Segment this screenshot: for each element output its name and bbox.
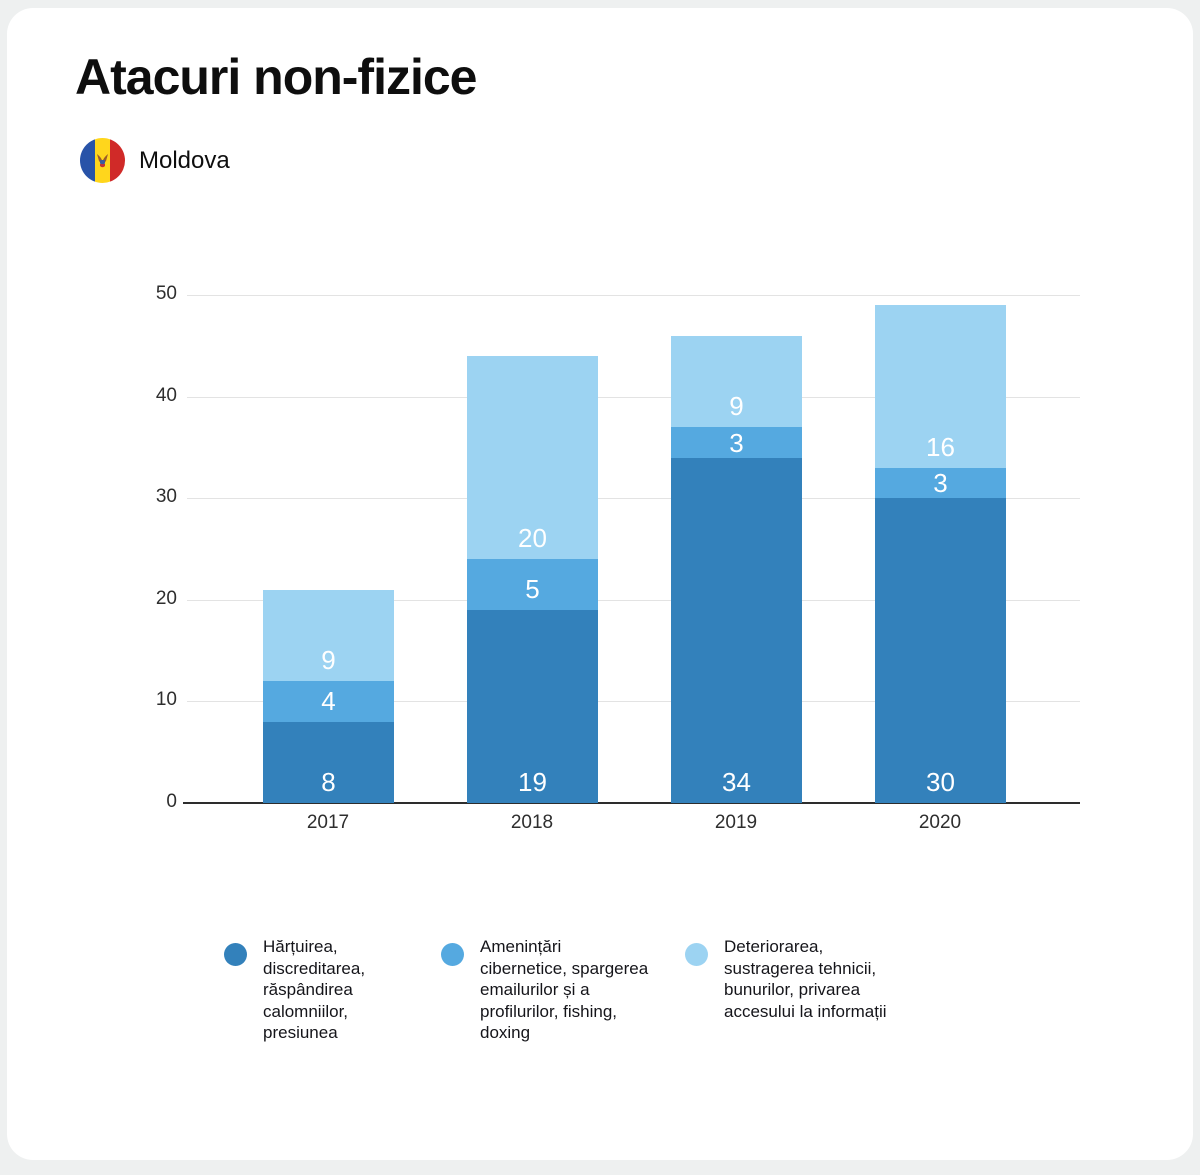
bar-segment: 3 <box>671 427 802 458</box>
bar-value-label: 34 <box>722 766 751 797</box>
legend-item: Deteriorarea, sustragerea tehnicii, bunu… <box>685 936 892 1022</box>
bar-value-label: 3 <box>729 427 744 458</box>
gridline <box>187 498 1080 500</box>
bar-segment: 19 <box>467 609 598 803</box>
y-tick-label: 10 <box>155 689 177 711</box>
bar-segment: 20 <box>467 355 598 560</box>
y-tick-label: 20 <box>155 587 177 609</box>
x-tick-label: 2017 <box>306 812 350 833</box>
legend-swatch-icon <box>441 943 464 966</box>
bar-value-label: 16 <box>926 431 955 462</box>
bar-value-label: 5 <box>525 573 540 604</box>
bar-value-label: 19 <box>518 766 547 797</box>
bar-segment: 30 <box>875 498 1006 803</box>
y-tick-label: 40 <box>155 384 177 406</box>
bar-segment: 16 <box>875 305 1006 468</box>
legend-swatch-icon <box>224 943 247 966</box>
x-tick-label: 2018 <box>510 812 554 833</box>
bar-value-label: 8 <box>321 766 336 797</box>
bar-value-label: 3 <box>933 468 948 499</box>
x-axis-baseline <box>183 802 1080 804</box>
legend-item: Amenințări cibernetice, spargerea emailu… <box>441 936 650 1044</box>
bar-value-label: 9 <box>729 391 744 422</box>
legend-label: Deteriorarea, sustragerea tehnicii, bunu… <box>724 937 887 1021</box>
bar-value-label: 30 <box>926 766 955 797</box>
legend-label: Amenințări cibernetice, spargerea emailu… <box>480 937 649 1042</box>
gridline <box>187 701 1080 703</box>
x-tick-label: 2020 <box>918 812 962 833</box>
bar-segment: 4 <box>263 681 394 722</box>
bar-segment: 9 <box>671 335 802 428</box>
gridline <box>187 396 1080 398</box>
legend-swatch-icon <box>685 943 708 966</box>
x-tick-label: 2019 <box>714 812 758 833</box>
y-tick-label: 50 <box>155 283 177 304</box>
legend-label: Hărțuirea, discreditarea, răspândirea ca… <box>263 937 366 1042</box>
page-title: Atacuri non-fizice <box>75 49 477 105</box>
y-tick-label: 30 <box>155 486 177 508</box>
country-label: Moldova <box>139 146 230 174</box>
country-row: Moldova <box>80 138 230 183</box>
gridline <box>187 599 1080 601</box>
bar-segment: 9 <box>263 589 394 682</box>
bar-value-label: 9 <box>321 645 336 676</box>
bar-segment: 3 <box>875 467 1006 499</box>
moldova-flag-icon <box>80 138 125 183</box>
y-tick-label: 0 <box>166 791 177 812</box>
legend-item: Hărțuirea, discreditarea, răspândirea ca… <box>224 936 385 1044</box>
bar-segment: 8 <box>263 721 394 803</box>
bar-segment: 34 <box>671 457 802 803</box>
bar-segment: 5 <box>467 559 598 610</box>
bar-value-label: 20 <box>518 523 547 554</box>
bar-value-label: 4 <box>321 685 336 716</box>
gridline <box>187 295 1080 296</box>
